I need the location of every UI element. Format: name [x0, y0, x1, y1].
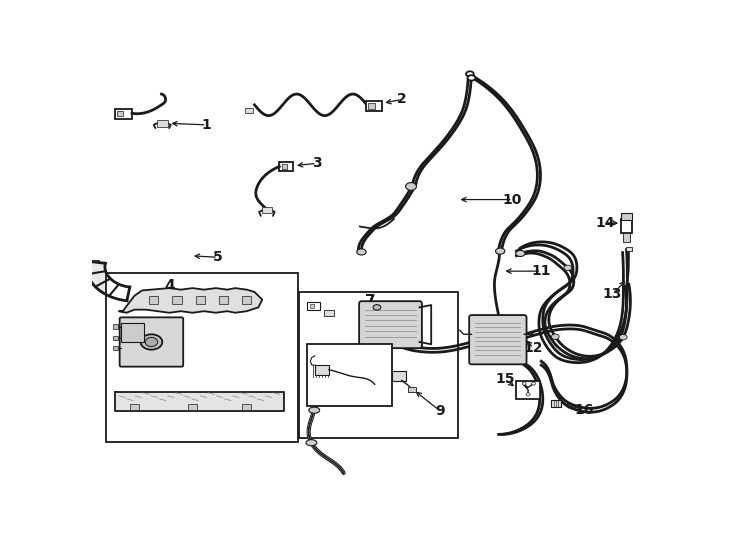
Bar — [130, 403, 139, 410]
Bar — [299, 292, 458, 438]
Bar — [621, 213, 632, 220]
Bar — [242, 296, 252, 303]
Bar — [366, 101, 382, 111]
Bar — [308, 302, 319, 310]
Polygon shape — [115, 392, 284, 411]
Bar — [625, 247, 632, 251]
Text: 5: 5 — [213, 251, 223, 264]
Ellipse shape — [551, 334, 559, 340]
Text: 9: 9 — [436, 404, 446, 418]
Bar — [114, 325, 118, 329]
Bar — [621, 219, 632, 233]
Ellipse shape — [523, 382, 526, 385]
Ellipse shape — [564, 265, 572, 271]
Text: 8: 8 — [316, 347, 326, 361]
Text: 16: 16 — [574, 403, 594, 417]
Bar — [408, 387, 415, 392]
FancyBboxPatch shape — [359, 301, 422, 348]
Bar — [117, 111, 123, 117]
Ellipse shape — [306, 440, 317, 446]
Bar — [121, 323, 145, 342]
Bar — [623, 233, 630, 242]
Ellipse shape — [373, 305, 381, 310]
Text: 3: 3 — [312, 157, 321, 170]
Ellipse shape — [468, 75, 476, 80]
Bar — [242, 403, 252, 410]
Polygon shape — [87, 261, 130, 301]
FancyBboxPatch shape — [120, 318, 184, 367]
Text: 4: 4 — [164, 279, 175, 294]
Bar — [115, 109, 132, 119]
Bar — [324, 309, 333, 316]
Bar — [393, 372, 407, 381]
Ellipse shape — [619, 334, 627, 340]
Text: 15: 15 — [495, 372, 515, 386]
Text: 2: 2 — [397, 92, 407, 106]
Text: 6: 6 — [357, 377, 366, 392]
FancyBboxPatch shape — [469, 315, 526, 365]
Text: 7: 7 — [366, 294, 376, 309]
Bar — [85, 260, 99, 261]
Bar — [315, 365, 329, 375]
Bar — [157, 120, 167, 127]
Bar — [550, 400, 562, 408]
Bar — [245, 108, 253, 113]
Bar — [262, 207, 272, 213]
Ellipse shape — [357, 249, 366, 255]
Text: 12: 12 — [524, 341, 543, 355]
Text: 13: 13 — [603, 287, 622, 301]
Ellipse shape — [141, 334, 162, 350]
Bar — [114, 346, 118, 350]
Bar — [188, 403, 197, 410]
Ellipse shape — [531, 382, 535, 385]
Polygon shape — [119, 288, 262, 313]
Bar — [219, 296, 228, 303]
Bar — [311, 365, 330, 377]
Ellipse shape — [406, 183, 416, 190]
Bar — [516, 381, 540, 399]
Text: 10: 10 — [503, 193, 523, 206]
Bar — [106, 273, 298, 442]
Text: 11: 11 — [531, 264, 551, 278]
Ellipse shape — [145, 338, 158, 347]
Bar — [280, 162, 294, 171]
Bar — [368, 103, 374, 109]
Bar — [282, 164, 287, 168]
Bar — [149, 296, 159, 303]
Ellipse shape — [309, 407, 320, 413]
Ellipse shape — [516, 251, 525, 256]
Bar — [308, 345, 393, 406]
Text: 14: 14 — [595, 215, 614, 230]
Bar — [114, 336, 118, 340]
Ellipse shape — [526, 393, 530, 396]
Bar — [172, 296, 181, 303]
Ellipse shape — [495, 248, 505, 254]
Text: 1: 1 — [202, 118, 211, 132]
Ellipse shape — [466, 71, 474, 77]
Bar — [310, 304, 314, 308]
Bar — [195, 296, 205, 303]
